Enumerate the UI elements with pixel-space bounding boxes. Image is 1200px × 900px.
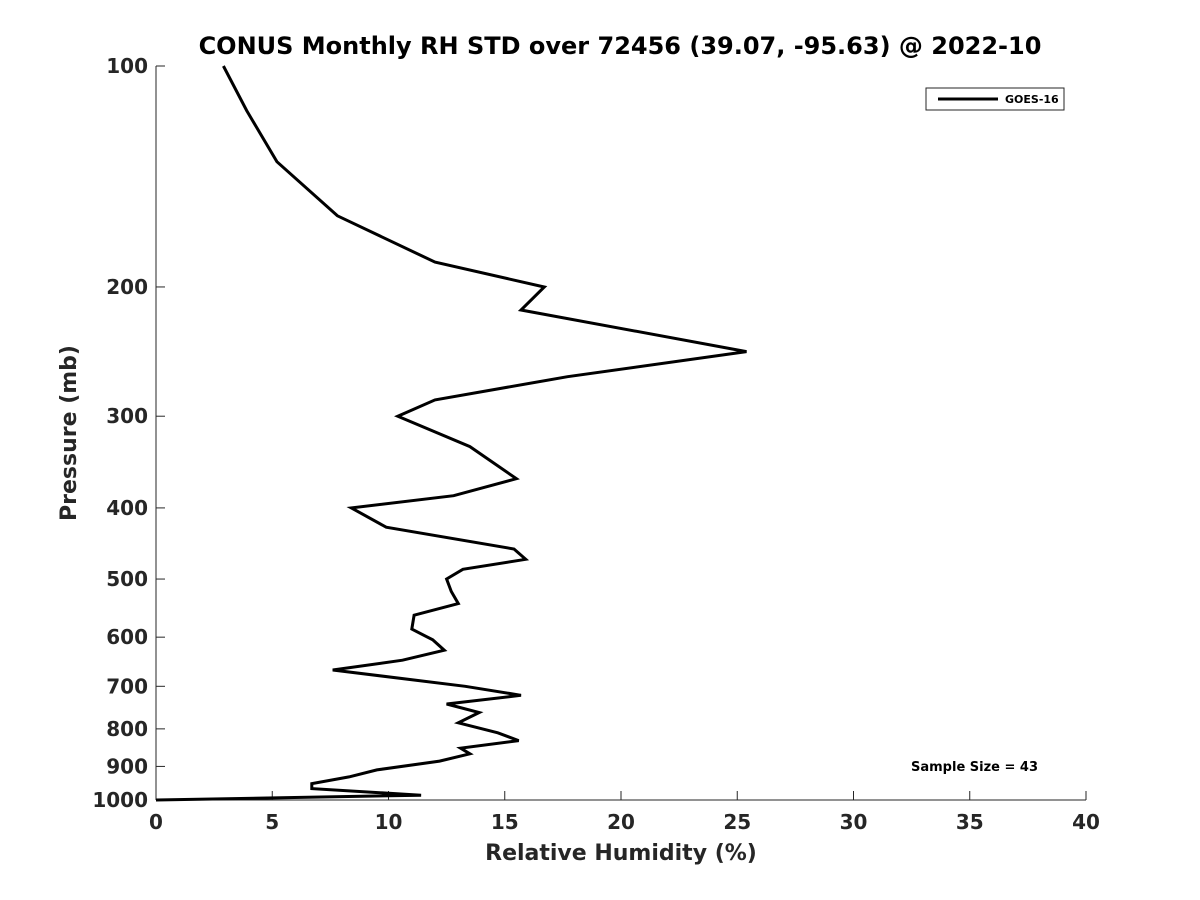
- y-tick-label: 400: [106, 496, 148, 520]
- legend-entry-goes-16: GOES-16: [1005, 93, 1059, 106]
- series-line-goes-16: [155, 65, 747, 802]
- plot-area: 0 5 10 15 20 25 30 35 40 100 200 300 400 500 600 700 80…: [92, 54, 1100, 834]
- x-tick-label: 30: [840, 810, 868, 834]
- y-tick-label: 1000: [92, 788, 148, 812]
- y-tick-label: 600: [106, 625, 148, 649]
- x-tick-label: 10: [375, 810, 403, 834]
- y-tick-label: 300: [106, 404, 148, 428]
- x-tick-label: 5: [265, 810, 279, 834]
- chart-title: CONUS Monthly RH STD over 72456 (39.07, …: [199, 32, 1042, 60]
- y-ticks: 100 200 300 400 500 600 700 800 900 1000: [92, 54, 165, 812]
- x-tick-label: 40: [1072, 810, 1100, 834]
- x-axis-label: Relative Humidity (%): [485, 841, 757, 866]
- x-tick-label: 15: [491, 810, 519, 834]
- y-tick-label: 900: [106, 754, 148, 778]
- y-tick-label: 500: [106, 567, 148, 591]
- y-tick-label: 200: [106, 275, 148, 299]
- x-tick-label: 25: [723, 810, 751, 834]
- y-axis-label: Pressure (mb): [57, 345, 82, 521]
- sample-size-annotation: Sample Size = 43: [911, 760, 1038, 775]
- y-tick-label: 100: [106, 54, 148, 78]
- y-tick-label: 800: [106, 717, 148, 741]
- x-ticks: 0 5 10 15 20 25 30 35 40: [149, 791, 1100, 834]
- x-tick-label: 0: [149, 810, 163, 834]
- legend: GOES-16: [925, 87, 1065, 111]
- y-tick-label: 700: [106, 674, 148, 698]
- x-tick-label: 35: [956, 810, 984, 834]
- x-tick-label: 20: [607, 810, 635, 834]
